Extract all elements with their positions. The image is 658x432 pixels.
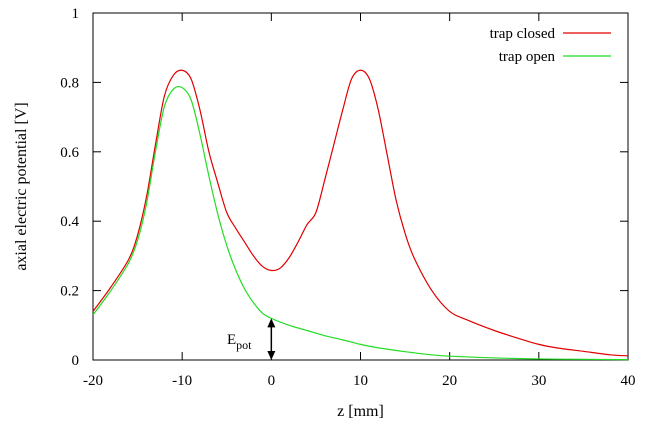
series-line-trap-closed — [92, 69, 629, 357]
y-tick-label: 0.6 — [60, 145, 79, 161]
x-tick-label: 0 — [268, 373, 276, 389]
y-tick-label: 0.8 — [60, 75, 79, 91]
y-tick-label: 0.2 — [60, 284, 79, 300]
series-line-trap-open — [92, 86, 629, 361]
annotation-group: Epot — [227, 318, 276, 360]
legend-label-trap-open: trap open — [499, 49, 556, 65]
epot-arrow-head-up — [267, 318, 276, 328]
x-tick-label: 40 — [621, 373, 636, 389]
epot-label-main: E — [227, 332, 236, 348]
ticks-group: -20 -10 0 10 20 30 40 0 0.2 0.4 0.6 0.8 1 — [60, 6, 635, 389]
x-tick-label: -20 — [83, 373, 103, 389]
epot-label: Epot — [227, 332, 252, 352]
y-tick-label: 0 — [72, 353, 80, 369]
y-axis-label: axial electric potential [V] — [13, 102, 30, 270]
epot-arrow-head-down — [267, 351, 276, 360]
plot-frame — [92, 12, 629, 361]
x-axis-label: z [mm] — [337, 403, 384, 420]
x-tick-label: 20 — [442, 373, 457, 389]
y-tick-label: 0.4 — [60, 214, 79, 230]
plot-frame-group — [92, 12, 629, 361]
epot-label-subscript: pot — [236, 338, 252, 352]
series-group — [92, 69, 629, 361]
x-tick-label: 10 — [353, 373, 368, 389]
legend-label-trap-closed: trap closed — [490, 26, 556, 42]
y-tick-label: 1 — [72, 6, 80, 22]
x-tick-label: -10 — [172, 373, 192, 389]
legend-group: trap closed trap open — [490, 26, 611, 65]
x-tick-label: 30 — [531, 373, 546, 389]
